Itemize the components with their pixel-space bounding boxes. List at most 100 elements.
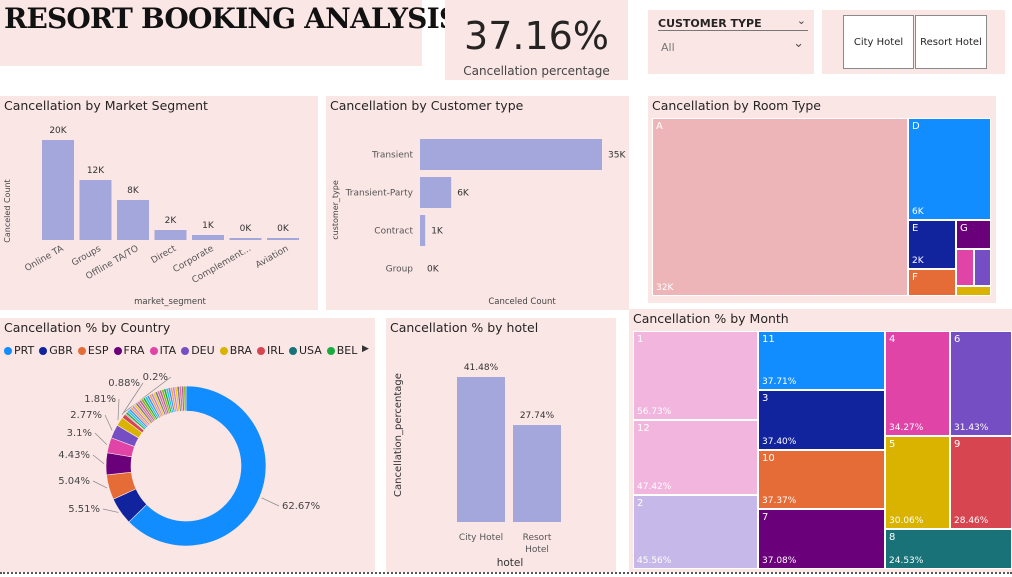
segment-tick-label-0: Online TA [23, 244, 66, 275]
month-tile-value-2: 45.56% [637, 556, 672, 566]
legend-item-prt[interactable]: PRT [4, 344, 34, 357]
segment-bar-6[interactable] [267, 238, 299, 240]
donut-data-label-2: 5.04% [58, 476, 90, 487]
legend-dot-icon [39, 346, 48, 355]
month-tile-9[interactable]: 5 30.06% [885, 436, 950, 529]
legend-item-gbr[interactable]: GBR [39, 344, 73, 357]
hotel-x-axis-label: hotel [497, 557, 524, 569]
segment-bar-2[interactable] [117, 200, 149, 240]
room-type-tile-2[interactable]: E 2K [908, 220, 956, 269]
segment-bar-3[interactable] [154, 230, 187, 240]
room-type-title: Cancellation by Room Type [652, 98, 821, 113]
month-tile-5[interactable]: 10 37.37% [758, 450, 885, 509]
donut-slice-38[interactable] [183, 385, 187, 412]
title-panel: RESORT BOOKING ANALYSIS [0, 0, 459, 66]
customer-type-bar-0[interactable] [420, 139, 602, 170]
month-tile-name-10: 9 [954, 439, 961, 450]
segment-bar-0[interactable] [42, 140, 74, 240]
kpi-label: Cancellation percentage [463, 64, 610, 78]
month-tile-0[interactable]: 1 56.73% [633, 331, 758, 420]
month-tile-3[interactable]: 11 37.71% [758, 331, 885, 390]
segment-data-label-0: 20K [49, 126, 67, 136]
slicer-selected-value: All [661, 41, 675, 54]
room-type-tile-name-1: D [912, 121, 920, 132]
segment-bar-4[interactable] [192, 235, 224, 240]
hotel-bar-0[interactable] [457, 377, 505, 522]
customer-type-tick-label-2: Contract [374, 227, 413, 237]
slicer-dropdown[interactable]: All ⌄ [658, 36, 808, 58]
room-type-treemap: A 32K D 6K E 2K F G [652, 118, 992, 296]
legend-item-irl[interactable]: IRL [256, 344, 284, 357]
donut-leader-line-7 [121, 382, 144, 415]
hotel-chart: 41.48% City Hotel 27.74% Resort Hotel Cancell… [393, 363, 561, 569]
month-tile-1[interactable]: 12 47.42% [633, 420, 758, 495]
slicer-collapse-chevron-icon[interactable]: ⌄ [796, 14, 806, 27]
hotel-filter-panel: City Hotel Resort Hotel [822, 10, 1005, 74]
donut-leader-line-3 [92, 454, 105, 465]
room-type-tile-1[interactable]: D 6K [908, 118, 991, 220]
month-tile-4[interactable]: 3 37.40% [758, 390, 885, 450]
legend-item-bel[interactable]: BEL [326, 344, 357, 357]
room-type-tile-3[interactable]: F [908, 269, 956, 296]
customer-type-data-label-1: 6K [457, 189, 470, 199]
country-title: Cancellation % by Country [4, 320, 171, 335]
legend-item-ita[interactable]: ITA [149, 344, 177, 357]
segment-bar-5[interactable] [229, 238, 262, 240]
customer-type-bar-2[interactable] [420, 215, 426, 246]
legend-item-esp[interactable]: ESP [77, 344, 109, 357]
room-type-tile-6[interactable] [974, 249, 991, 286]
month-tile-value-7: 34.27% [889, 423, 924, 433]
segment-x-axis-label: market_segment [134, 297, 206, 307]
month-tile-6[interactable]: 7 37.08% [758, 509, 885, 569]
month-tile-7[interactable]: 4 34.27% [885, 331, 950, 436]
donut-leader-line-4 [94, 432, 108, 445]
segment-data-label-3: 2K [165, 216, 178, 226]
month-tile-10[interactable]: 9 28.46% [950, 436, 1012, 529]
month-tile-value-6: 37.08% [762, 556, 797, 566]
page-bottom-border [0, 572, 1012, 574]
month-tile-name-9: 5 [889, 439, 896, 450]
legend-label: IRL [266, 344, 284, 357]
donut-leader-line-1 [102, 508, 119, 513]
legend-item-usa[interactable]: USA [288, 344, 322, 357]
month-tile-8[interactable]: 6 31.43% [950, 331, 1012, 436]
legend-label: BRA [229, 344, 252, 357]
room-type-tile-0[interactable]: A 32K [652, 118, 908, 296]
segment-bar-1[interactable] [79, 180, 112, 240]
donut-data-label-8: 0.2% [143, 372, 168, 383]
donut-data-label-1: 5.51% [68, 504, 100, 515]
legend-next-arrow-icon[interactable]: ▶ [362, 344, 369, 354]
segment-data-label-4: 1K [202, 221, 215, 231]
legend-item-bra[interactable]: BRA [219, 344, 252, 357]
month-tile-value-8: 31.43% [954, 423, 989, 433]
month-tile-name-7: 4 [889, 334, 896, 345]
legend-item-deu[interactable]: DEU [181, 344, 215, 357]
legend-label: ITA [159, 344, 177, 357]
customer-type-bar-1[interactable] [420, 177, 452, 208]
room-type-tile-value-1: 6K [912, 207, 924, 217]
room-type-tile-4[interactable]: G [956, 220, 991, 249]
country-donut-chart: 62.67% 5.51% 5.04% 4.43% 3.1% 2.77% 1.81% 0.88%… [58, 372, 320, 547]
month-title: Cancellation % by Month [633, 311, 789, 326]
month-tile-value-3: 37.71% [762, 377, 797, 387]
month-treemap: 1 56.73% 12 47.42% 2 45.56% 11 37.71% 3 37.40% 10 3… [633, 331, 1012, 570]
legend-dot-icon [256, 346, 265, 355]
resort-hotel-button[interactable]: Resort Hotel [915, 15, 987, 69]
customer-type-data-label-0: 35K [608, 151, 626, 161]
city-hotel-button[interactable]: City Hotel [843, 15, 914, 69]
hotel-bar-1[interactable] [513, 425, 561, 522]
customer-type-tick-label-3: Group [386, 265, 414, 275]
room-type-tile-5[interactable] [956, 249, 974, 286]
hotel-tick-label-0: City Hotel [459, 533, 503, 543]
customer-type-panel: Cancellation by Customer type 35K Transie… [326, 96, 629, 310]
donut-leader-line-2 [92, 480, 108, 489]
segment-tick-label-3: Direct [150, 244, 179, 266]
month-tile-2[interactable]: 2 45.56% [633, 495, 758, 569]
legend-label: PRT [14, 344, 35, 357]
donut-slice-0[interactable] [128, 385, 267, 547]
legend-item-fra[interactable]: FRA [113, 344, 145, 357]
dashboard-title: RESORT BOOKING ANALYSIS [4, 2, 459, 35]
country-legend: PRT GBR ESP FRA ITA DEU BRA IRL USA BEL [4, 344, 357, 357]
room-type-tile-7[interactable] [956, 286, 991, 296]
month-tile-11[interactable]: 8 24.53% [885, 529, 1012, 569]
